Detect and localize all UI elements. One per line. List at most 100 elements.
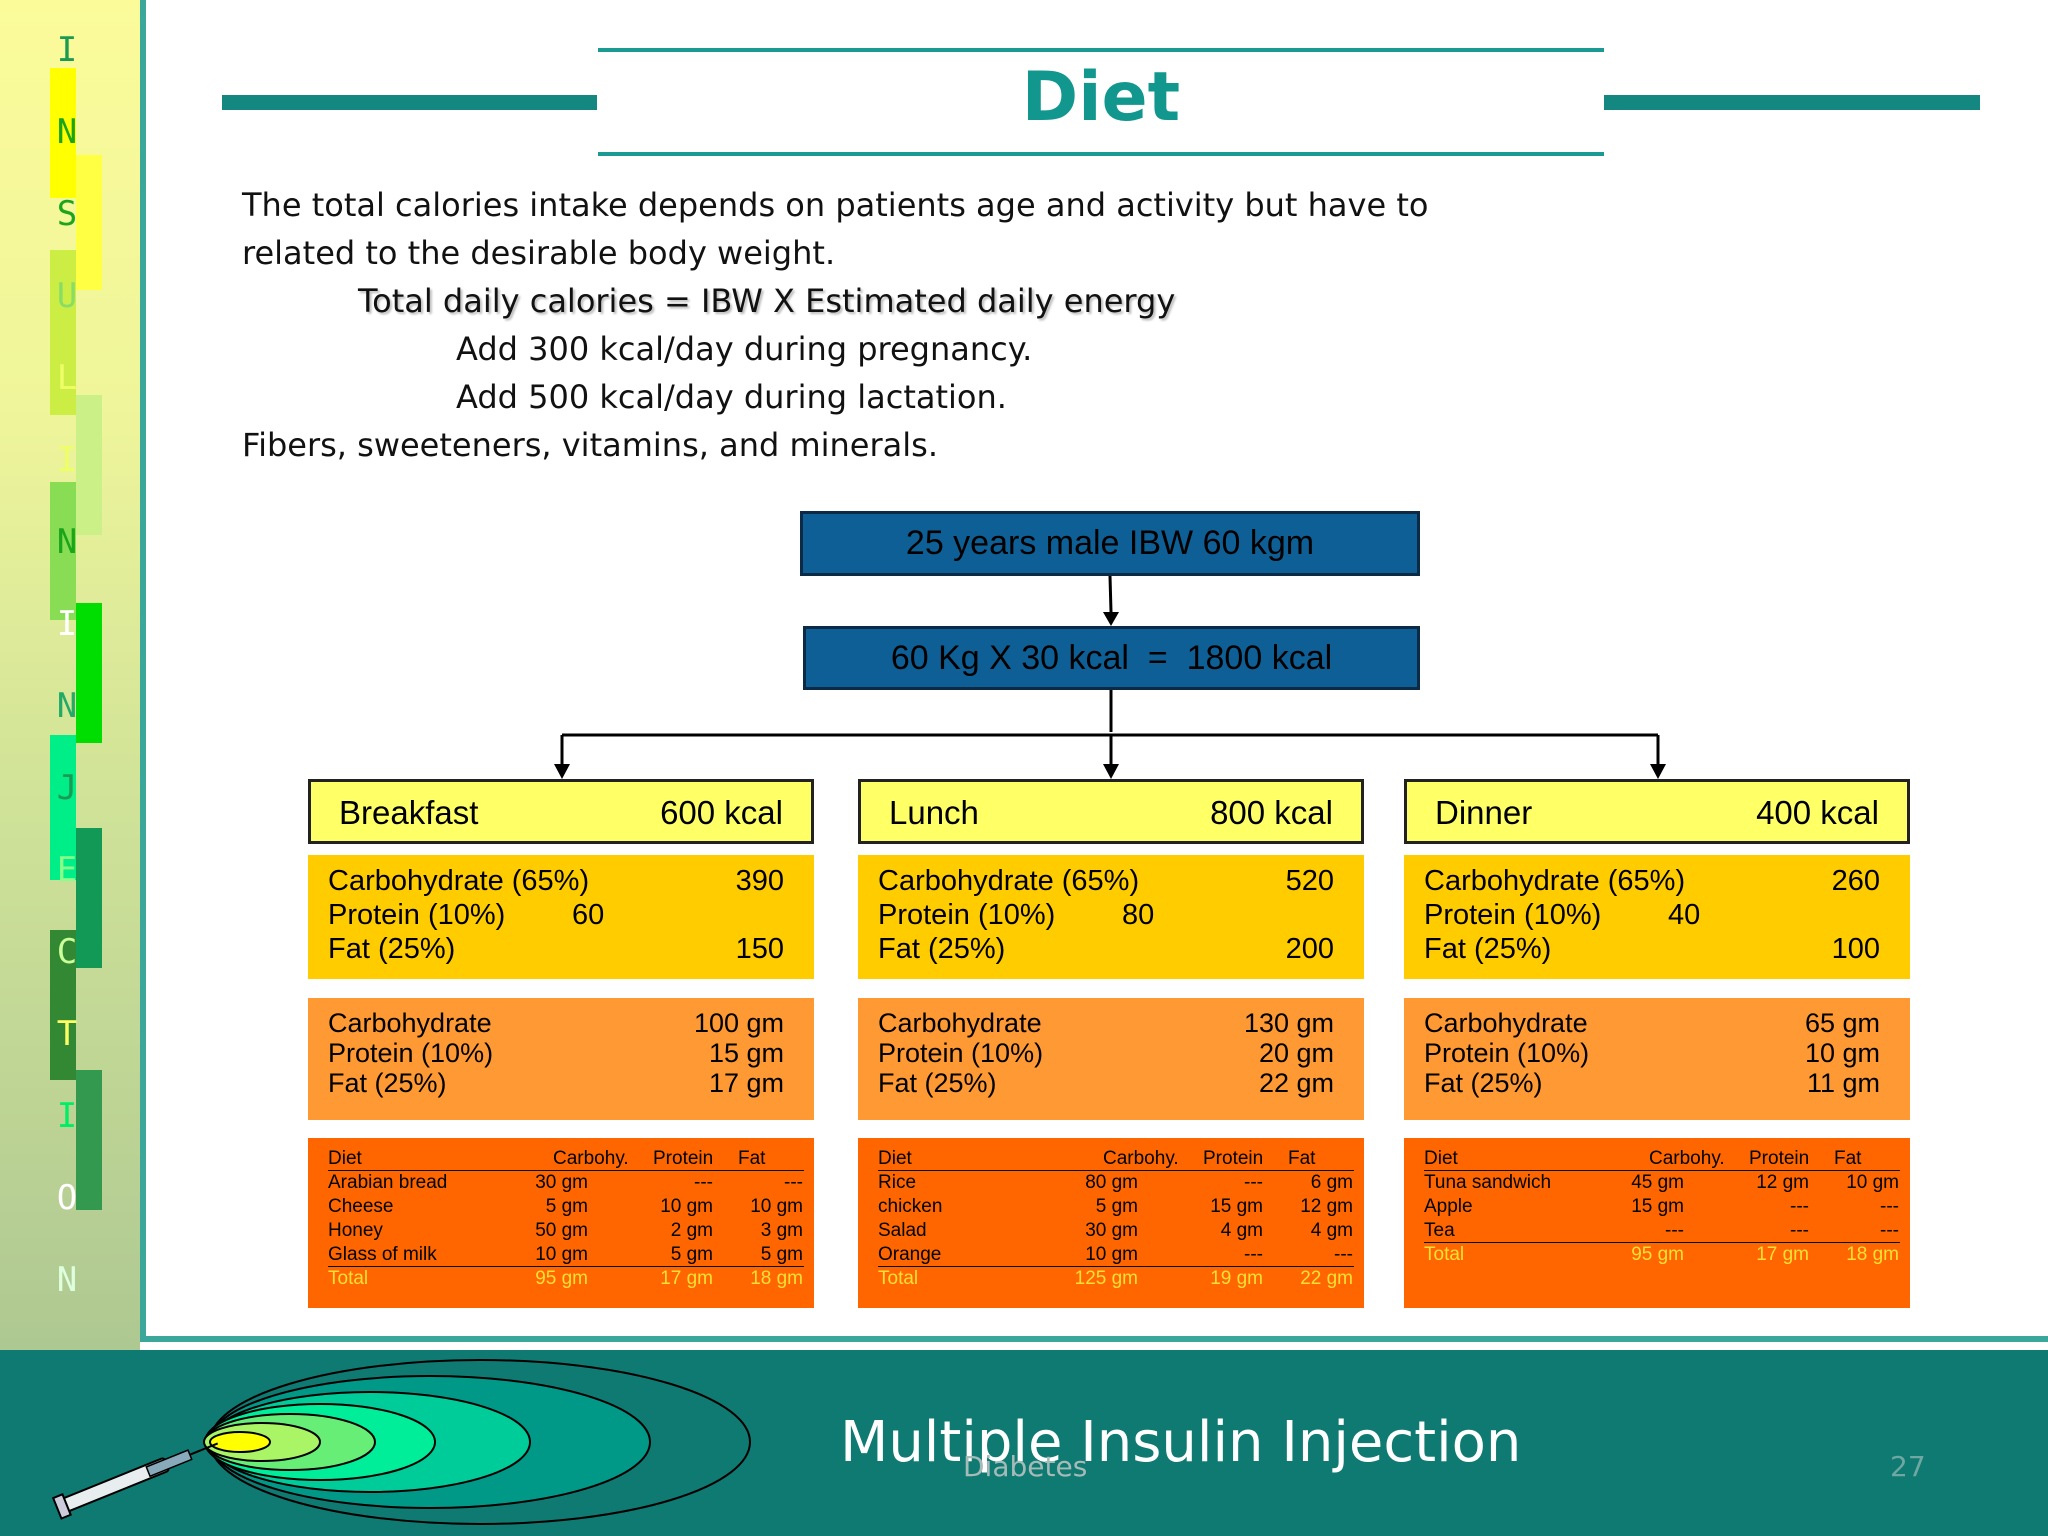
food-cell: --- xyxy=(1790,1220,1809,1241)
food-cell: Protein xyxy=(1749,1148,1810,1169)
food-cell: --- xyxy=(1665,1220,1684,1241)
food-cell: --- xyxy=(1880,1220,1899,1241)
food-cell: 6 gm xyxy=(1310,1172,1353,1193)
lactation-note: Add 500 kcal/day during lactation. xyxy=(456,378,1007,416)
food-cell: --- xyxy=(694,1172,713,1193)
side-banner-letter: U xyxy=(56,276,78,316)
meal-name: Dinner xyxy=(1435,794,1533,831)
food-cell: 125 gm xyxy=(1074,1268,1138,1289)
side-banner-letter: C xyxy=(56,932,78,972)
nutrient-label: Carbohydrate xyxy=(878,1008,1042,1038)
food-cell: Salad xyxy=(878,1220,927,1241)
percent-row: Carbohydrate (65%) 390 xyxy=(328,865,784,899)
food-cell: Orange xyxy=(878,1244,942,1265)
food-cell: chicken xyxy=(878,1196,943,1217)
food-cell: 12 gm xyxy=(1756,1172,1809,1193)
header-underline xyxy=(1424,1170,1900,1171)
grams-row: Fat (25%) 11 gm xyxy=(1424,1068,1880,1102)
nutrient-label: Carbohydrate (65%) xyxy=(878,865,1140,897)
arrow-head-dinner xyxy=(1650,764,1666,779)
dinner-grams-box: Carbohydrate 65 gm Protein (10%) 10 gm Fat (… xyxy=(1404,998,1910,1120)
flow-box-calculation: 60 Kg X 30 kcal = 1800 kcal xyxy=(803,626,1420,690)
rows-underline xyxy=(878,1266,1354,1267)
food-cell: Protein xyxy=(653,1148,714,1169)
food-cell: 18 gm xyxy=(1846,1244,1899,1265)
food-cell: 50 gm xyxy=(535,1220,588,1241)
food-cell: 30 gm xyxy=(535,1172,588,1193)
side-banner-letter: S xyxy=(56,194,78,234)
arrow-head-breakfast xyxy=(554,764,570,779)
breakfast-food-table: Diet Carbohy. Protein Fat Arabian bread 30 gm… xyxy=(308,1138,814,1308)
food-cell: 95 gm xyxy=(535,1268,588,1289)
food-cell: Honey xyxy=(328,1220,383,1241)
header-underline xyxy=(328,1170,804,1171)
food-cell: 15 gm xyxy=(1631,1196,1684,1217)
percent-row: Fat (25%) 100 xyxy=(1424,933,1880,967)
lunch-grams-box: Carbohydrate 130 gm Protein (10%) 20 gm Fat … xyxy=(858,998,1364,1120)
food-cell: 12 gm xyxy=(1300,1196,1353,1217)
connector-top-calc xyxy=(1108,575,1113,613)
footer-title: Multiple Insulin Injection xyxy=(840,1410,1522,1475)
meal-kcal: 600 kcal xyxy=(660,794,783,831)
title-rule-top xyxy=(598,48,1604,52)
food-cell: --- xyxy=(1790,1196,1809,1217)
food-cell: 19 gm xyxy=(1210,1268,1263,1289)
breakfast-percent-box: Carbohydrate (65%) 390 Protein (10%) 60 Fat … xyxy=(308,855,814,979)
meal-name: Breakfast xyxy=(339,794,479,831)
food-cell: 4 gm xyxy=(1310,1220,1353,1241)
percent-row: Protein (10%) 40 xyxy=(1424,899,1880,933)
lunch-header: Lunch 800 kcal xyxy=(858,779,1364,844)
food-cell: Fat xyxy=(738,1148,766,1169)
breakfast-header: Breakfast 600 kcal xyxy=(308,779,814,844)
food-cell: --- xyxy=(1880,1196,1899,1217)
meal-name: Lunch xyxy=(889,794,979,831)
food-cell: Protein xyxy=(1203,1148,1264,1169)
header-underline xyxy=(878,1170,1354,1171)
lunch-food-table: Diet Carbohy. Protein Fat Rice 80 gm --- 6 gm ch… xyxy=(858,1138,1364,1308)
percent-row: Fat (25%) 200 xyxy=(878,933,1334,967)
side-banner-letter: I xyxy=(56,604,78,644)
nutrient-kcal: 390 xyxy=(735,865,784,897)
nutrient-label: Protein (10%) xyxy=(878,899,1056,931)
nutrient-label: Carbohydrate xyxy=(1424,1008,1588,1038)
nutrient-grams: 20 gm xyxy=(1258,1038,1334,1068)
nutrient-grams: 10 gm xyxy=(1804,1038,1880,1068)
food-cell: --- xyxy=(1334,1244,1353,1265)
nutrient-label: Fat (25%) xyxy=(878,933,1006,965)
nutrient-kcal: 100 xyxy=(1831,933,1880,965)
rows-underline xyxy=(1424,1242,1900,1243)
percent-row: Protein (10%) 60 xyxy=(328,899,784,933)
food-cell: 10 gm xyxy=(660,1196,713,1217)
nutrient-label: Protein (10%) xyxy=(328,899,506,931)
grams-row: Protein (10%) 10 gm xyxy=(1424,1038,1880,1072)
nutrient-kcal: 200 xyxy=(1285,933,1334,965)
side-banner-letter: I xyxy=(56,30,78,70)
food-cell: 18 gm xyxy=(750,1268,803,1289)
percent-row: Carbohydrate (65%) 260 xyxy=(1424,865,1880,899)
food-cell: 3 gm xyxy=(760,1220,803,1241)
nutrient-grams: 100 gm xyxy=(693,1008,784,1038)
food-cell: Carbohy. xyxy=(553,1148,629,1169)
dinner-food-table: Diet Carbohy. Protein Fat Tuna sandwich 45 gm… xyxy=(1404,1138,1910,1308)
grams-row: Carbohydrate 100 gm xyxy=(328,1008,784,1042)
food-cell: Tuna sandwich xyxy=(1424,1172,1552,1193)
dinner-percent-box: Carbohydrate (65%) 260 Protein (10%) 40 Fat … xyxy=(1404,855,1910,979)
nutrient-label: Protein (10%) xyxy=(1424,899,1602,931)
food-cell: --- xyxy=(784,1172,803,1193)
nutrient-label: Fat (25%) xyxy=(328,1068,447,1098)
side-banner-letter: O xyxy=(56,1178,78,1218)
frame-horizontal-line xyxy=(140,1336,2048,1342)
calorie-formula: Total daily calories = IBW X Estimated d… xyxy=(358,282,1176,320)
title-bar-right xyxy=(1604,95,1980,110)
slide-title: Diet xyxy=(1021,58,1181,137)
food-cell: 10 gm xyxy=(1846,1172,1899,1193)
intro-line-1: The total calories intake depends on pat… xyxy=(242,186,1429,224)
food-cell: Total xyxy=(328,1268,369,1289)
intro-line-2: related to the desirable body weight. xyxy=(242,234,836,272)
title-bar-left xyxy=(222,95,597,110)
food-cell: 5 gm xyxy=(545,1196,588,1217)
food-cell: Diet xyxy=(1424,1148,1458,1169)
food-cell: 95 gm xyxy=(1631,1244,1684,1265)
food-cell: Total xyxy=(1424,1244,1465,1265)
